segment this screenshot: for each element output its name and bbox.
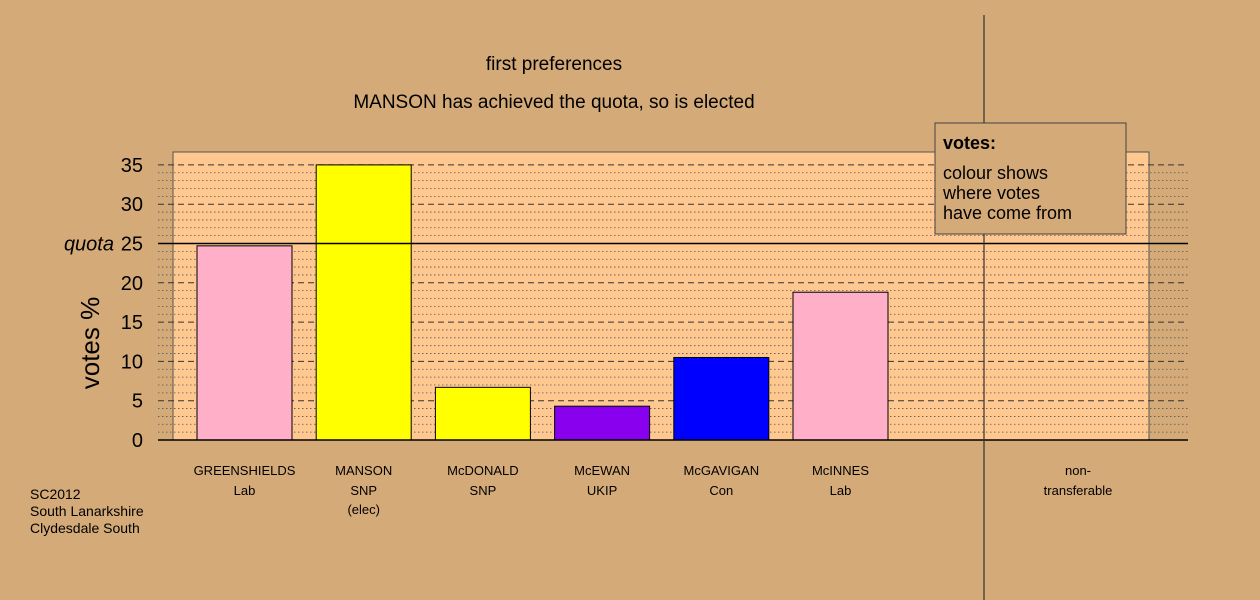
council-name: South Lanarkshire bbox=[30, 503, 144, 519]
bar-manson bbox=[315, 164, 412, 441]
ward-name: Clydesdale South bbox=[30, 520, 140, 536]
nontransferable-label: transferable bbox=[1044, 483, 1113, 498]
candidate-party: SNP bbox=[470, 483, 497, 498]
bar-mcewan bbox=[554, 405, 651, 441]
y-tick-label: 35 bbox=[121, 155, 143, 177]
candidate-party: UKIP bbox=[587, 483, 617, 498]
quota-label: quota bbox=[64, 234, 114, 256]
chart-title: first preferences bbox=[486, 54, 622, 75]
legend-text: where votes bbox=[942, 183, 1040, 203]
legend-title: votes: bbox=[943, 133, 996, 153]
candidate-party: SNP bbox=[350, 483, 377, 498]
candidate-party: Lab bbox=[830, 483, 852, 498]
legend-box bbox=[934, 122, 1127, 235]
candidate-name: McGAVIGAN bbox=[683, 463, 759, 478]
candidate-name: McDONALD bbox=[447, 463, 519, 478]
bar-greenshields bbox=[196, 245, 293, 441]
candidate-name: McINNES bbox=[812, 463, 869, 478]
chart-subtitle: MANSON has achieved the quota, so is ele… bbox=[353, 92, 754, 113]
candidate-party: Con bbox=[709, 483, 733, 498]
y-axis-label: votes % bbox=[75, 297, 105, 390]
y-tick-label: 30 bbox=[121, 194, 143, 216]
nontransferable-label: non- bbox=[1065, 463, 1091, 478]
candidate-name: MANSON bbox=[335, 463, 392, 478]
candidate-note: (elec) bbox=[347, 502, 380, 517]
y-tick-label: 10 bbox=[121, 351, 143, 373]
bar-mcdonald bbox=[434, 386, 531, 441]
candidate-name: GREENSHIELDS bbox=[194, 463, 296, 478]
y-tick-label: 0 bbox=[132, 430, 143, 452]
y-tick-label: 5 bbox=[132, 391, 143, 413]
legend-text: colour shows bbox=[943, 163, 1048, 183]
election-info: SC2012 South Lanarkshire Clydesdale Sout… bbox=[30, 486, 144, 537]
y-tick-label: 25 bbox=[121, 234, 143, 256]
bar-mcgavigan bbox=[673, 356, 770, 441]
legend-text: have come from bbox=[943, 203, 1072, 223]
y-tick-label: 15 bbox=[121, 312, 143, 334]
candidate-party: Lab bbox=[234, 483, 256, 498]
candidate-name: McEWAN bbox=[574, 463, 630, 478]
y-tick-label: 20 bbox=[121, 273, 143, 295]
bar-mcinnes bbox=[792, 291, 889, 441]
election-code: SC2012 bbox=[30, 486, 81, 502]
